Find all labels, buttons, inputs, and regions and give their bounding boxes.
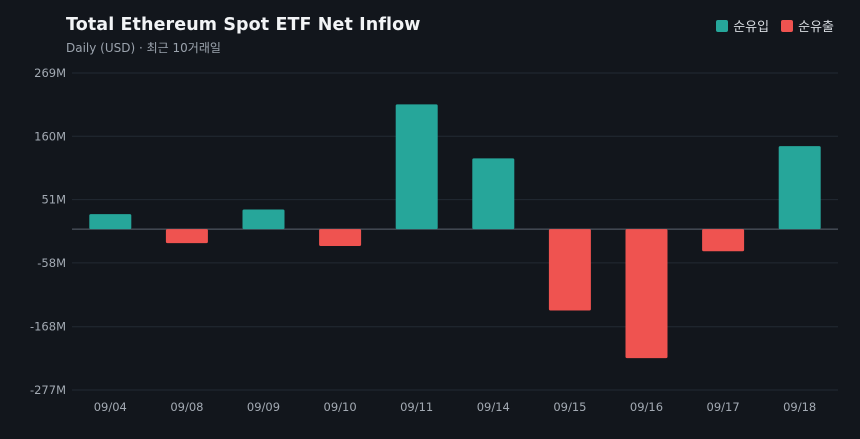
bar-09-04[interactable] [89,214,132,230]
bar-09-09[interactable] [242,209,285,230]
legend-label-outflow: 순유출 [798,20,834,35]
x-tick-label: 09/08 [170,400,203,414]
y-tick-label: -58M [37,256,66,270]
y-axis-tick-labels: 269M 160M 51M -58M -168M -277M [30,66,66,397]
legend-label-inflow: 순유입 [733,20,770,35]
bar-09-16[interactable] [625,229,668,359]
x-tick-label: 09/18 [783,400,816,414]
bar-09-11[interactable] [395,104,438,230]
grid-lines [72,72,838,391]
x-tick-label: 09/09 [247,400,280,414]
y-tick-label: 269M [34,66,66,80]
legend-swatch-inflow [716,19,729,32]
chart-subtitle: Daily (USD) · 최근 10거래일 [66,41,221,55]
x-tick-label: 09/04 [94,400,127,414]
chart-header: Total Ethereum Spot ETF Net Inflow Daily… [66,12,421,56]
x-tick-label: 09/16 [630,400,663,414]
x-tick-label: 09/14 [477,400,510,414]
x-tick-label: 09/15 [553,400,586,414]
y-tick-label: -168M [30,320,66,334]
y-tick-label: 160M [34,129,66,143]
bar-09-10[interactable] [319,229,362,247]
legend-item-inflow[interactable]: 순유입 [716,16,769,35]
legend-item-outflow[interactable]: 순유출 [781,16,834,35]
x-axis-tick-labels: 09/04 09/08 09/09 09/10 09/11 09/14 09/15 09/16… [94,400,817,414]
legend-swatch-outflow [781,19,794,32]
chart-legend: 순유입 순유출 [716,16,834,35]
bar-09-08[interactable] [165,229,208,244]
y-tick-label: 51M [41,193,66,207]
x-tick-label: 09/17 [707,400,740,414]
bars [89,104,821,359]
chart-title: Total Ethereum Spot ETF Net Inflow [66,15,421,35]
x-tick-label: 09/11 [400,400,433,414]
bar-09-14[interactable] [472,158,515,230]
bar-09-17[interactable] [702,229,745,252]
y-tick-label: -277M [30,383,66,397]
x-tick-label: 09/10 [324,400,357,414]
bar-09-18[interactable] [778,146,821,230]
bar-09-15[interactable] [548,229,591,311]
